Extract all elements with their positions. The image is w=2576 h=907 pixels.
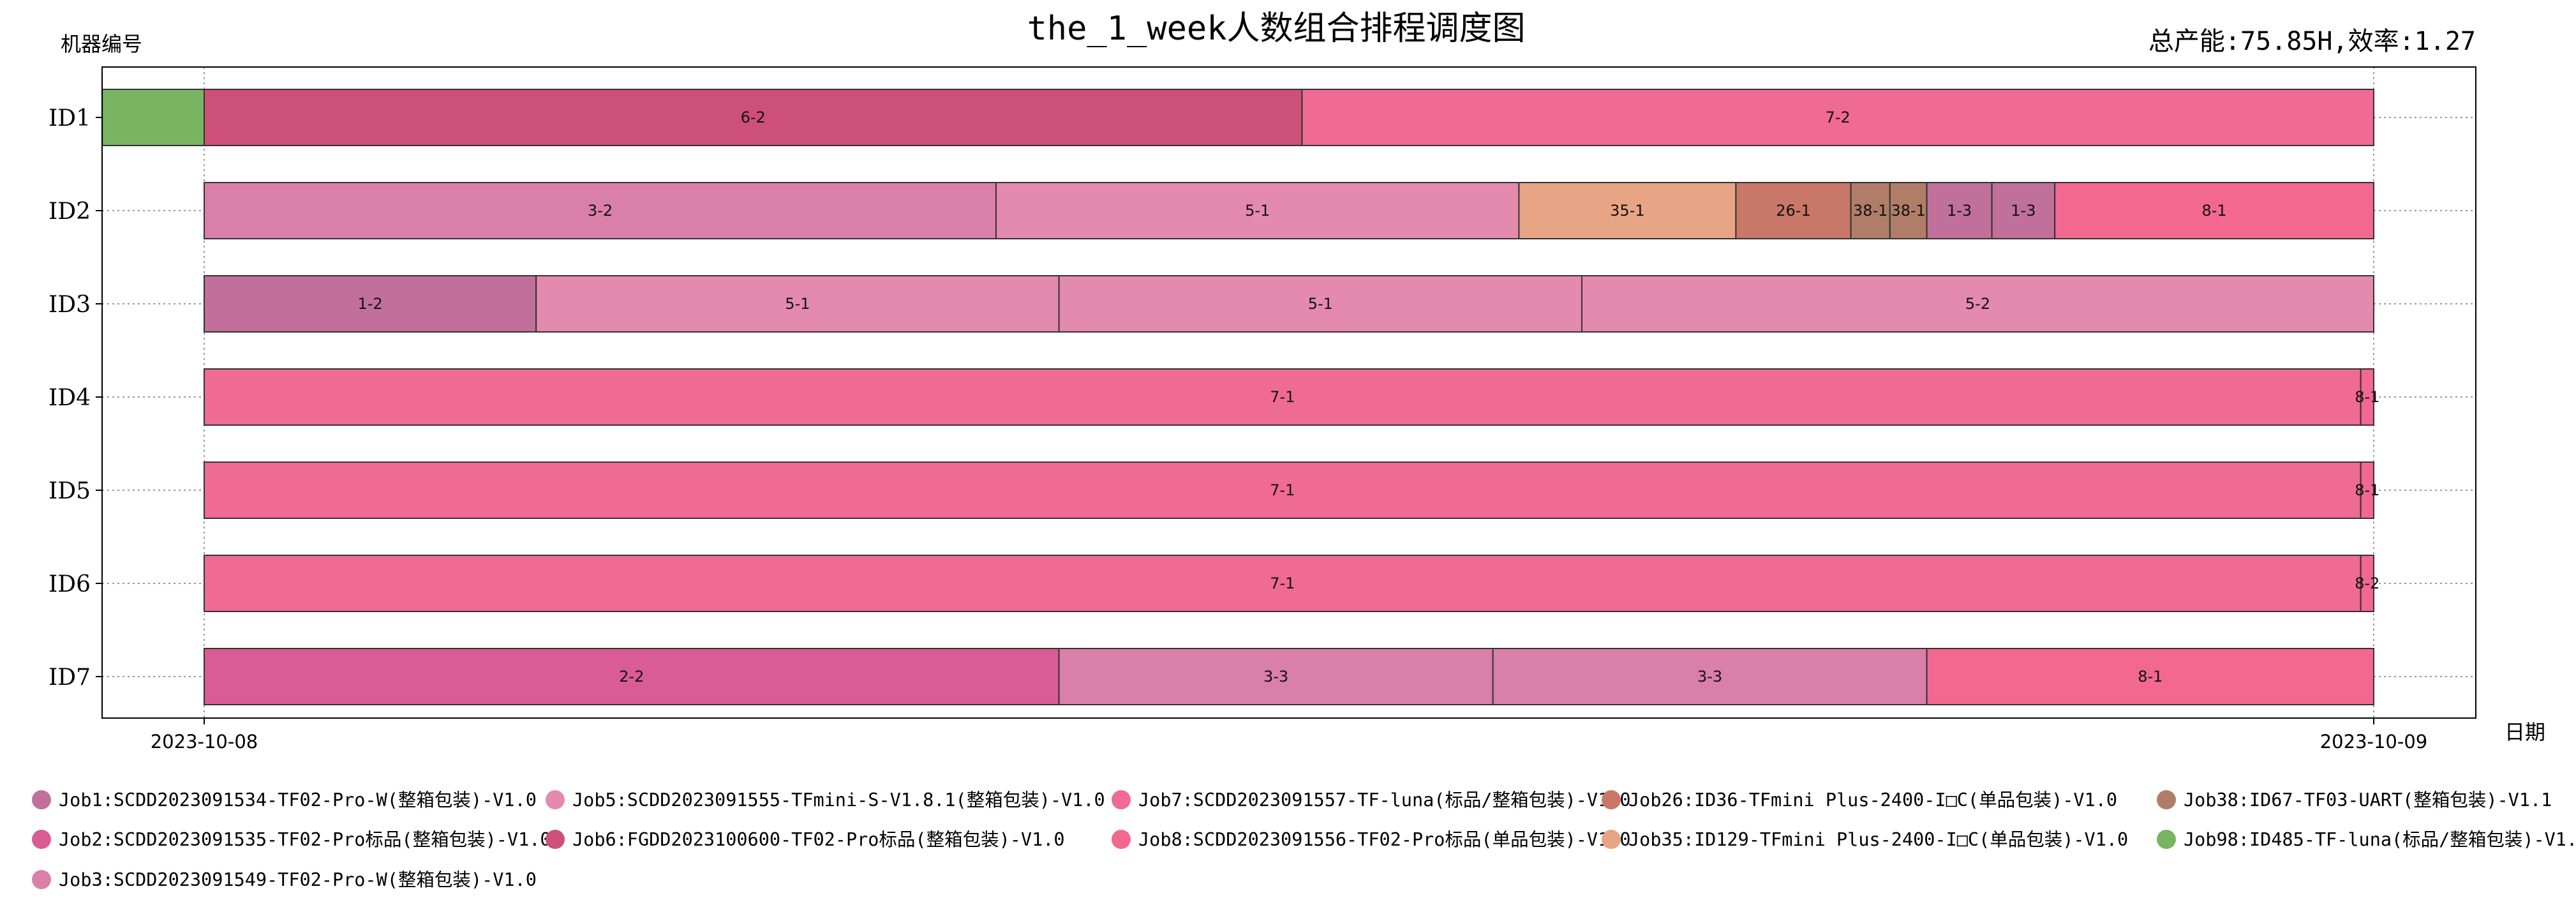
task-bar (204, 461, 2362, 519)
task-label: 7-2 (1826, 109, 1850, 126)
task-label: 8-1 (2201, 202, 2226, 220)
y-tick-label: ID5 (48, 478, 91, 504)
task-label: 7-1 (1270, 388, 1295, 406)
y-ticks: ID1 ID2 ID3 ID4 ID5 ID6 ID7 (48, 105, 102, 691)
task-bar (1926, 648, 2375, 705)
task-bar (995, 182, 1520, 239)
ylabel: 机器编号 (61, 32, 142, 56)
y-tick-label: ID2 (48, 199, 91, 225)
task-label: 35-1 (1610, 202, 1644, 220)
legend-marker (546, 830, 565, 849)
task-bar (1991, 182, 2056, 239)
legend-marker (1112, 790, 1131, 809)
task-label: 3-2 (588, 202, 613, 220)
legend-entry: Job8:SCDD2023091556-TF02-Pro标品(单品包装)-V1.… (1138, 829, 1631, 850)
task-bar (535, 275, 1060, 333)
task-label: 1-3 (1947, 202, 1972, 220)
task-bar (2360, 461, 2375, 519)
legend-marker (2157, 790, 2176, 809)
task-label: 6-2 (741, 109, 766, 126)
x-tick-label: 2023-10-08 (151, 731, 258, 753)
legend-entry: Job38:ID67-TF03-UART(整箱包装)-V1.1 (2184, 790, 2552, 811)
legend-entry: Job2:SCDD2023091535-TF02-Pro标品(整箱包装)-V1.… (59, 829, 551, 850)
xlabel: 日期 (2505, 720, 2545, 744)
y-tick-label: ID4 (48, 385, 91, 411)
legend-entry: Job26:ID36-TFmini Plus-2400-I□C(单品包装)-V1… (1628, 790, 2117, 811)
legend-marker (1602, 790, 1621, 809)
task-bar (1301, 89, 2374, 146)
y-tick-label: ID6 (48, 571, 91, 597)
task-label: 5-1 (785, 295, 810, 313)
task-label: 8-1 (2355, 388, 2379, 406)
task-label: 5-1 (1308, 295, 1333, 313)
task-bar (2054, 182, 2374, 239)
x-ticks: 2023-10-08 2023-10-09 (151, 718, 2428, 753)
task-bar (1850, 182, 1891, 239)
x-tick-label: 2023-10-09 (2320, 731, 2428, 753)
task-label: 7-1 (1270, 574, 1295, 592)
legend-entry: Job3:SCDD2023091549-TF02-Pro-W(整箱包装)-V1.… (59, 869, 537, 890)
task-label: 8-2 (2355, 574, 2379, 592)
legend-entry: Job5:SCDD2023091555-TFmini-S-V1.8.1(整箱包装… (572, 790, 1105, 811)
task-label: 5-1 (1245, 202, 1270, 220)
legend-marker (1602, 830, 1621, 849)
task-label: 1-2 (357, 295, 382, 313)
chart-title: the_1_week人数组合排程调度图 (1027, 10, 1525, 48)
legend-marker (2157, 830, 2176, 849)
task-label: 8-1 (2138, 668, 2163, 686)
task-bar (2360, 555, 2375, 612)
y-tick-label: ID1 (48, 105, 91, 131)
y-tick-label: ID3 (48, 292, 91, 318)
task-bar (1058, 648, 1494, 705)
legend-marker (32, 830, 51, 849)
legend-marker (32, 790, 51, 809)
legend-entry: Job6:FGDD2023100600-TF02-Pro标品(整箱包装)-V1.… (572, 829, 1065, 850)
legend-marker (546, 790, 565, 809)
legend-entry: Job1:SCDD2023091534-TF02-Pro-W(整箱包装)-V1.… (59, 790, 537, 811)
task-bar (1926, 182, 1993, 239)
stats-text: 总产能:75.85H,效率:1.27 (2148, 27, 2476, 56)
task-label: 3-3 (1697, 668, 1722, 686)
task-bar (1058, 275, 1582, 333)
task-label: 7-1 (1270, 481, 1295, 499)
task-label: 38-1 (1891, 202, 1925, 220)
plot-frame (101, 66, 2476, 719)
legend-entry: Job98:ID485-TF-luna(标品/整箱包装)-V1.0 (2184, 829, 2576, 850)
task-label: 2-2 (619, 668, 644, 686)
task-label: 5-2 (1965, 295, 1990, 313)
y-tick-label: ID7 (48, 664, 91, 691)
bars: 6-2 7-2 3-2 5-1 35-1 26-1 38-1 38-1 1-3 1-3 8-1 1-2… (101, 89, 2379, 705)
task-bar (101, 89, 205, 146)
task-label: 38-1 (1853, 202, 1887, 220)
task-bar (1518, 182, 1737, 239)
task-bar (1581, 275, 2374, 333)
task-label: 1-3 (2011, 202, 2036, 220)
legend-entry: Job35:ID129-TFmini Plus-2400-I□C(单品包装)-V… (1628, 829, 2128, 850)
legend-marker (32, 870, 51, 889)
legend-entry: Job7:SCDD2023091557-TF-luna(标品/整箱包装)-V1.… (1138, 790, 1631, 811)
task-bar (204, 555, 2362, 612)
task-bar (1889, 182, 1928, 239)
task-bar (204, 275, 537, 333)
task-bar (2360, 368, 2375, 426)
task-label: 8-1 (2355, 481, 2379, 499)
task-bar (204, 89, 1303, 146)
legend: Job1:SCDD2023091534-TF02-Pro-W(整箱包装)-V1.… (32, 790, 2576, 890)
task-label: 26-1 (1776, 202, 1810, 220)
legend-marker (1112, 830, 1131, 849)
task-bar (1735, 182, 1852, 239)
task-label: 3-3 (1263, 668, 1288, 686)
task-bar (204, 368, 2362, 426)
